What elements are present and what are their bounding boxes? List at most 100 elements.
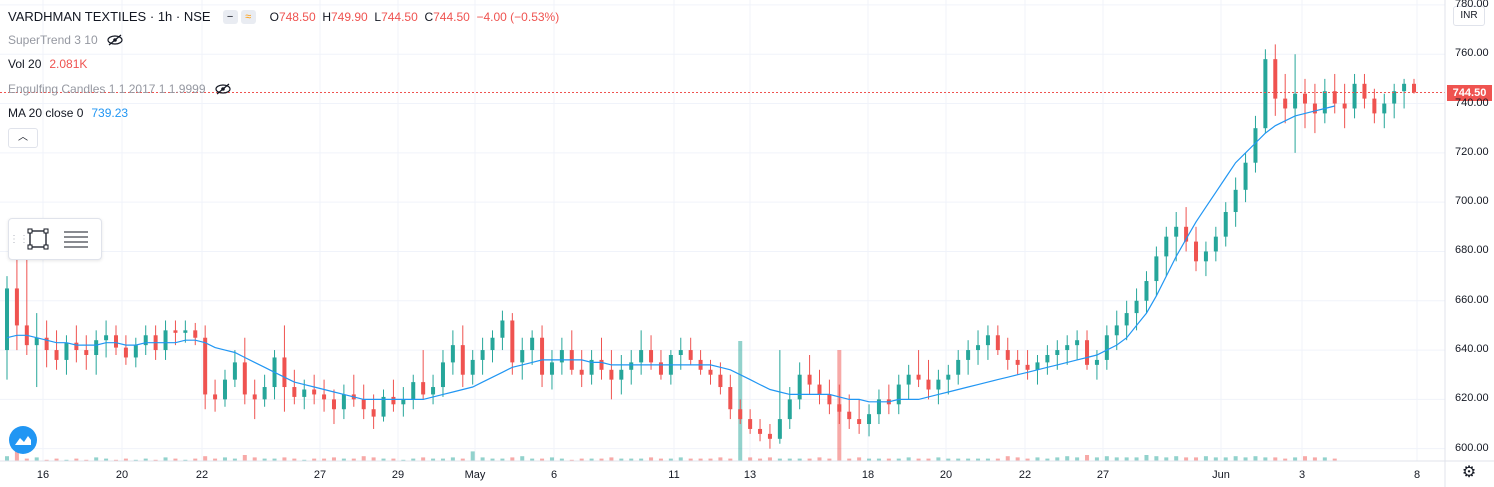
candle[interactable] bbox=[203, 325, 208, 410]
candle[interactable] bbox=[1342, 83, 1347, 129]
candle[interactable] bbox=[847, 394, 852, 429]
candle[interactable] bbox=[1213, 226, 1218, 262]
candle[interactable] bbox=[470, 350, 475, 385]
interval[interactable]: 1h bbox=[157, 9, 173, 24]
candle[interactable] bbox=[74, 325, 79, 363]
candle[interactable] bbox=[1134, 288, 1139, 331]
candle[interactable] bbox=[569, 330, 574, 375]
candle[interactable] bbox=[668, 350, 673, 385]
candle[interactable] bbox=[738, 399, 743, 425]
candle[interactable] bbox=[510, 313, 515, 375]
candle[interactable] bbox=[748, 409, 753, 434]
candle[interactable] bbox=[460, 325, 465, 388]
candle[interactable] bbox=[163, 320, 168, 360]
candle[interactable] bbox=[1312, 83, 1317, 134]
candle[interactable] bbox=[1104, 325, 1109, 370]
symbol-legend[interactable]: VARDHMAN TEXTILES · 1h · NSE − ≈ O748.50… bbox=[8, 9, 559, 24]
candle[interactable] bbox=[490, 330, 495, 363]
candle[interactable] bbox=[1223, 202, 1228, 247]
indicator-ma[interactable]: MA 20 close 0 739.23 bbox=[8, 106, 129, 120]
candle[interactable] bbox=[272, 350, 277, 400]
candle[interactable] bbox=[698, 350, 703, 375]
candle[interactable] bbox=[817, 369, 822, 405]
candle[interactable] bbox=[1005, 337, 1010, 370]
candle[interactable] bbox=[1263, 49, 1268, 134]
candle[interactable] bbox=[1075, 330, 1080, 360]
candle[interactable] bbox=[312, 374, 317, 405]
candle[interactable] bbox=[113, 325, 118, 355]
indicator-volume[interactable]: Vol 20 2.081K bbox=[8, 57, 88, 71]
eye-crossed-icon[interactable] bbox=[214, 83, 232, 95]
candle[interactable] bbox=[1412, 78, 1416, 94]
candle[interactable] bbox=[916, 350, 921, 388]
candle[interactable] bbox=[867, 404, 872, 437]
candle[interactable] bbox=[5, 276, 9, 380]
candle[interactable] bbox=[807, 354, 812, 395]
candle[interactable] bbox=[936, 369, 941, 405]
currency-label[interactable]: INR bbox=[1453, 6, 1485, 26]
candle[interactable] bbox=[1332, 73, 1337, 114]
candle[interactable] bbox=[1194, 226, 1199, 272]
candle[interactable] bbox=[1174, 212, 1179, 262]
minus-icon[interactable]: − bbox=[222, 9, 238, 24]
candle[interactable] bbox=[1065, 335, 1070, 365]
candle[interactable] bbox=[242, 337, 247, 405]
candle[interactable] bbox=[599, 337, 604, 380]
candle[interactable] bbox=[351, 374, 356, 407]
candle[interactable] bbox=[728, 374, 733, 420]
candle[interactable] bbox=[1382, 93, 1387, 129]
gear-icon[interactable]: ⚙ bbox=[1461, 464, 1477, 481]
candle[interactable] bbox=[1233, 177, 1238, 227]
candle[interactable] bbox=[1154, 246, 1159, 296]
candle[interactable] bbox=[123, 335, 128, 365]
candle[interactable] bbox=[1352, 73, 1357, 119]
candle[interactable] bbox=[431, 374, 436, 405]
candle[interactable] bbox=[1253, 115, 1258, 173]
symbol-name[interactable]: VARDHMAN TEXTILES bbox=[8, 9, 147, 24]
candle[interactable] bbox=[292, 369, 297, 405]
candle[interactable] bbox=[213, 379, 218, 412]
candle[interactable] bbox=[1243, 152, 1248, 203]
candle[interactable] bbox=[956, 350, 961, 385]
candle[interactable] bbox=[946, 364, 951, 395]
candle[interactable] bbox=[361, 384, 366, 420]
candle[interactable] bbox=[837, 384, 842, 425]
rectangle-tool-button[interactable] bbox=[19, 222, 57, 256]
candle[interactable] bbox=[876, 389, 881, 425]
candle[interactable] bbox=[232, 350, 237, 388]
candle[interactable] bbox=[401, 387, 406, 417]
candle[interactable] bbox=[777, 350, 782, 444]
candle[interactable] bbox=[1045, 345, 1050, 375]
candle[interactable] bbox=[84, 335, 89, 370]
candle[interactable] bbox=[758, 419, 763, 442]
candle[interactable] bbox=[1293, 54, 1298, 153]
candle[interactable] bbox=[322, 379, 327, 412]
candle[interactable] bbox=[1015, 350, 1020, 375]
candle[interactable] bbox=[222, 369, 227, 407]
candle[interactable] bbox=[133, 337, 138, 368]
legend-toggle-pills[interactable]: − ≈ bbox=[222, 9, 256, 24]
drawing-toolbar[interactable]: ⋮⋮ bbox=[8, 218, 102, 260]
candle[interactable] bbox=[985, 325, 990, 360]
candle[interactable] bbox=[331, 389, 336, 425]
candle[interactable] bbox=[976, 330, 981, 365]
candle[interactable] bbox=[411, 374, 416, 410]
collapse-legend-button[interactable]: ︿ bbox=[8, 128, 38, 148]
candle[interactable] bbox=[579, 350, 584, 388]
candle[interactable] bbox=[1392, 83, 1397, 119]
candle[interactable] bbox=[966, 340, 971, 375]
candle[interactable] bbox=[282, 325, 287, 412]
candle[interactable] bbox=[906, 364, 911, 400]
candle[interactable] bbox=[708, 359, 713, 385]
candle[interactable] bbox=[549, 350, 554, 390]
candle[interactable] bbox=[183, 320, 188, 343]
candle[interactable] bbox=[173, 320, 178, 346]
candle[interactable] bbox=[64, 335, 69, 375]
candle[interactable] bbox=[1402, 78, 1407, 109]
candle[interactable] bbox=[450, 330, 455, 375]
eye-crossed-icon[interactable] bbox=[106, 34, 124, 46]
candle[interactable] bbox=[688, 337, 693, 365]
wave-icon[interactable]: ≈ bbox=[240, 9, 256, 24]
candle[interactable] bbox=[94, 330, 99, 375]
